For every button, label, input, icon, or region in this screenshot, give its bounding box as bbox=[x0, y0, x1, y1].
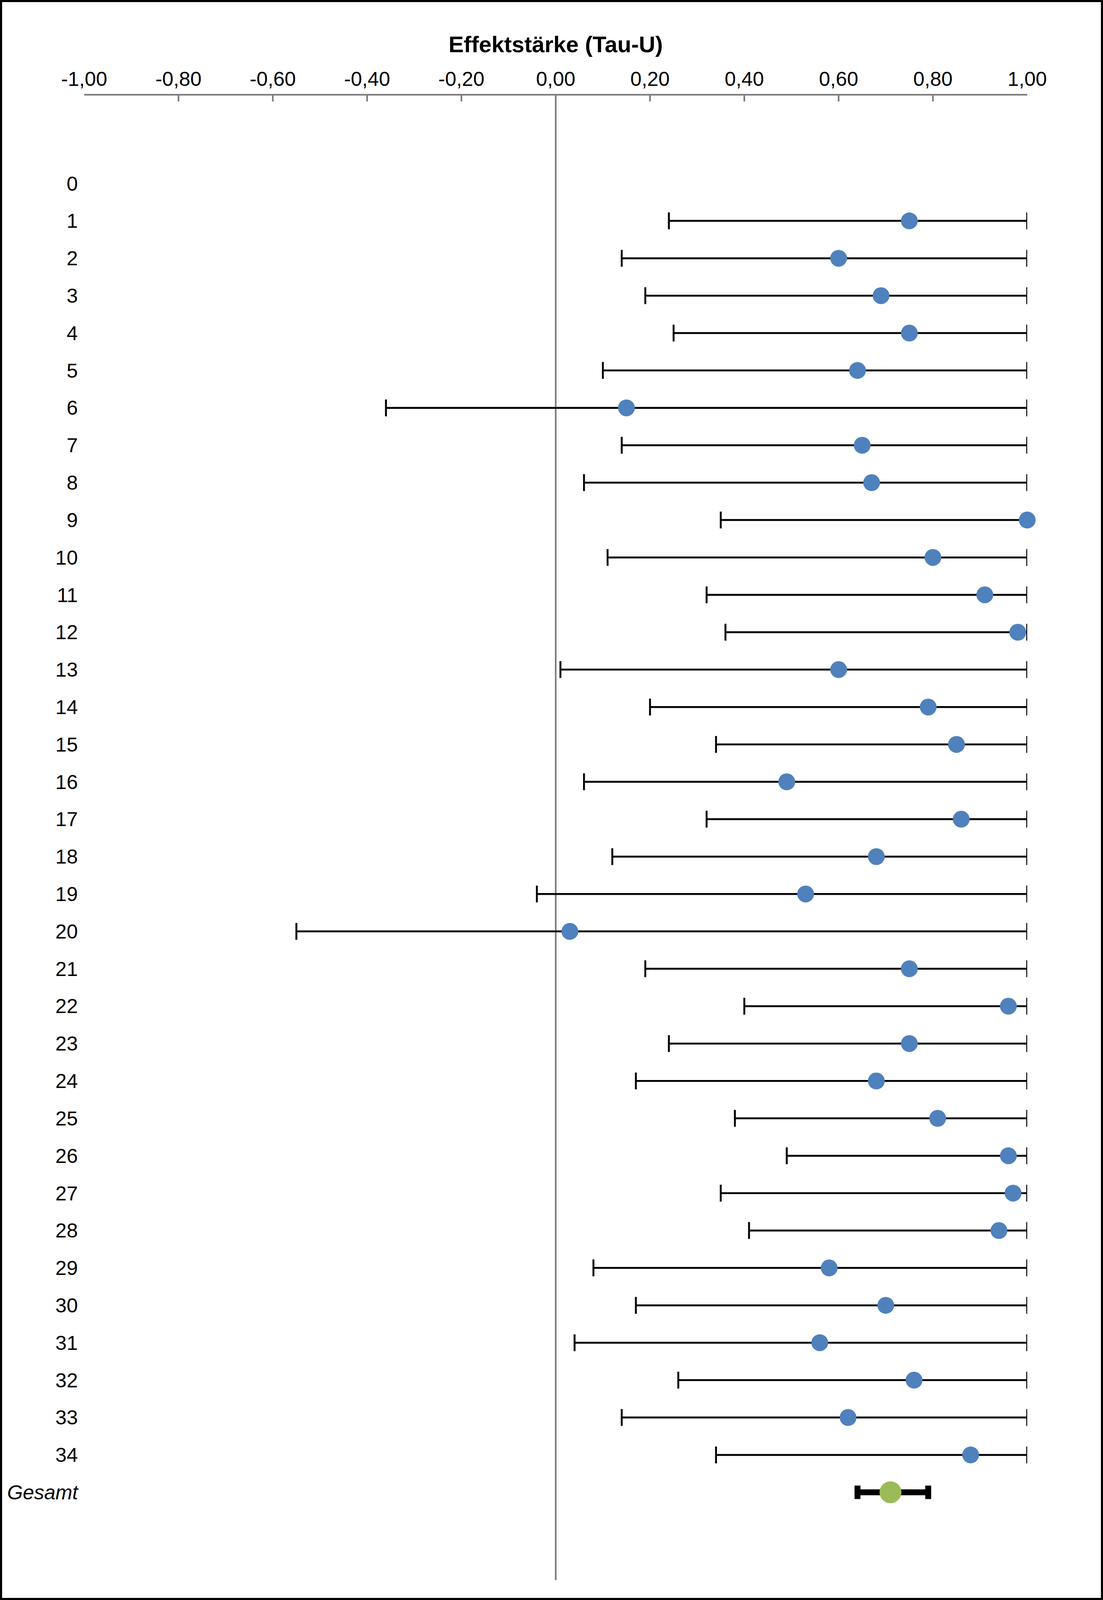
svg-text:33: 33 bbox=[55, 1406, 78, 1429]
svg-text:10: 10 bbox=[55, 546, 78, 569]
svg-text:27: 27 bbox=[55, 1182, 78, 1205]
svg-text:30: 30 bbox=[55, 1294, 78, 1317]
svg-text:8: 8 bbox=[66, 471, 78, 494]
svg-text:0,20: 0,20 bbox=[630, 67, 670, 91]
svg-text:Gesamt: Gesamt bbox=[7, 1481, 79, 1504]
svg-text:1: 1 bbox=[66, 209, 78, 232]
svg-text:21: 21 bbox=[55, 957, 78, 981]
svg-text:22: 22 bbox=[55, 994, 78, 1018]
svg-text:32: 32 bbox=[55, 1369, 78, 1392]
svg-text:0,40: 0,40 bbox=[724, 67, 764, 91]
svg-text:13: 13 bbox=[55, 658, 78, 681]
svg-text:0,00: 0,00 bbox=[535, 67, 576, 91]
svg-text:34: 34 bbox=[55, 1443, 78, 1466]
svg-text:31: 31 bbox=[55, 1331, 78, 1354]
svg-text:16: 16 bbox=[55, 770, 78, 794]
svg-text:12: 12 bbox=[55, 620, 78, 644]
svg-text:23: 23 bbox=[55, 1032, 78, 1055]
svg-text:2: 2 bbox=[66, 247, 78, 270]
svg-text:26: 26 bbox=[55, 1144, 78, 1167]
svg-text:29: 29 bbox=[55, 1256, 78, 1279]
svg-text:0: 0 bbox=[66, 172, 78, 195]
svg-text:20: 20 bbox=[55, 920, 78, 943]
svg-text:-0,80: -0,80 bbox=[155, 67, 202, 91]
svg-text:7: 7 bbox=[66, 434, 78, 457]
svg-text:5: 5 bbox=[66, 359, 78, 382]
svg-text:11: 11 bbox=[56, 583, 78, 607]
svg-text:18: 18 bbox=[55, 845, 78, 868]
svg-text:6: 6 bbox=[66, 396, 78, 419]
svg-text:25: 25 bbox=[55, 1107, 78, 1130]
svg-text:19: 19 bbox=[55, 882, 78, 906]
svg-text:-0,20: -0,20 bbox=[438, 67, 485, 91]
svg-text:14: 14 bbox=[55, 695, 78, 719]
svg-text:-1,00: -1,00 bbox=[61, 67, 107, 91]
svg-text:17: 17 bbox=[55, 807, 78, 831]
svg-text:Effektstärke (Tau-U): Effektstärke (Tau-U) bbox=[448, 31, 663, 57]
svg-text:0,80: 0,80 bbox=[913, 67, 953, 91]
svg-text:-0,40: -0,40 bbox=[343, 67, 390, 91]
svg-text:1,00: 1,00 bbox=[1007, 67, 1047, 91]
svg-text:3: 3 bbox=[66, 284, 78, 307]
svg-text:0,60: 0,60 bbox=[818, 67, 858, 91]
svg-text:28: 28 bbox=[55, 1219, 78, 1242]
svg-text:-0,60: -0,60 bbox=[249, 67, 296, 91]
svg-text:4: 4 bbox=[66, 322, 78, 345]
svg-text:15: 15 bbox=[55, 733, 78, 756]
svg-text:9: 9 bbox=[66, 508, 78, 532]
svg-text:24: 24 bbox=[55, 1069, 78, 1093]
